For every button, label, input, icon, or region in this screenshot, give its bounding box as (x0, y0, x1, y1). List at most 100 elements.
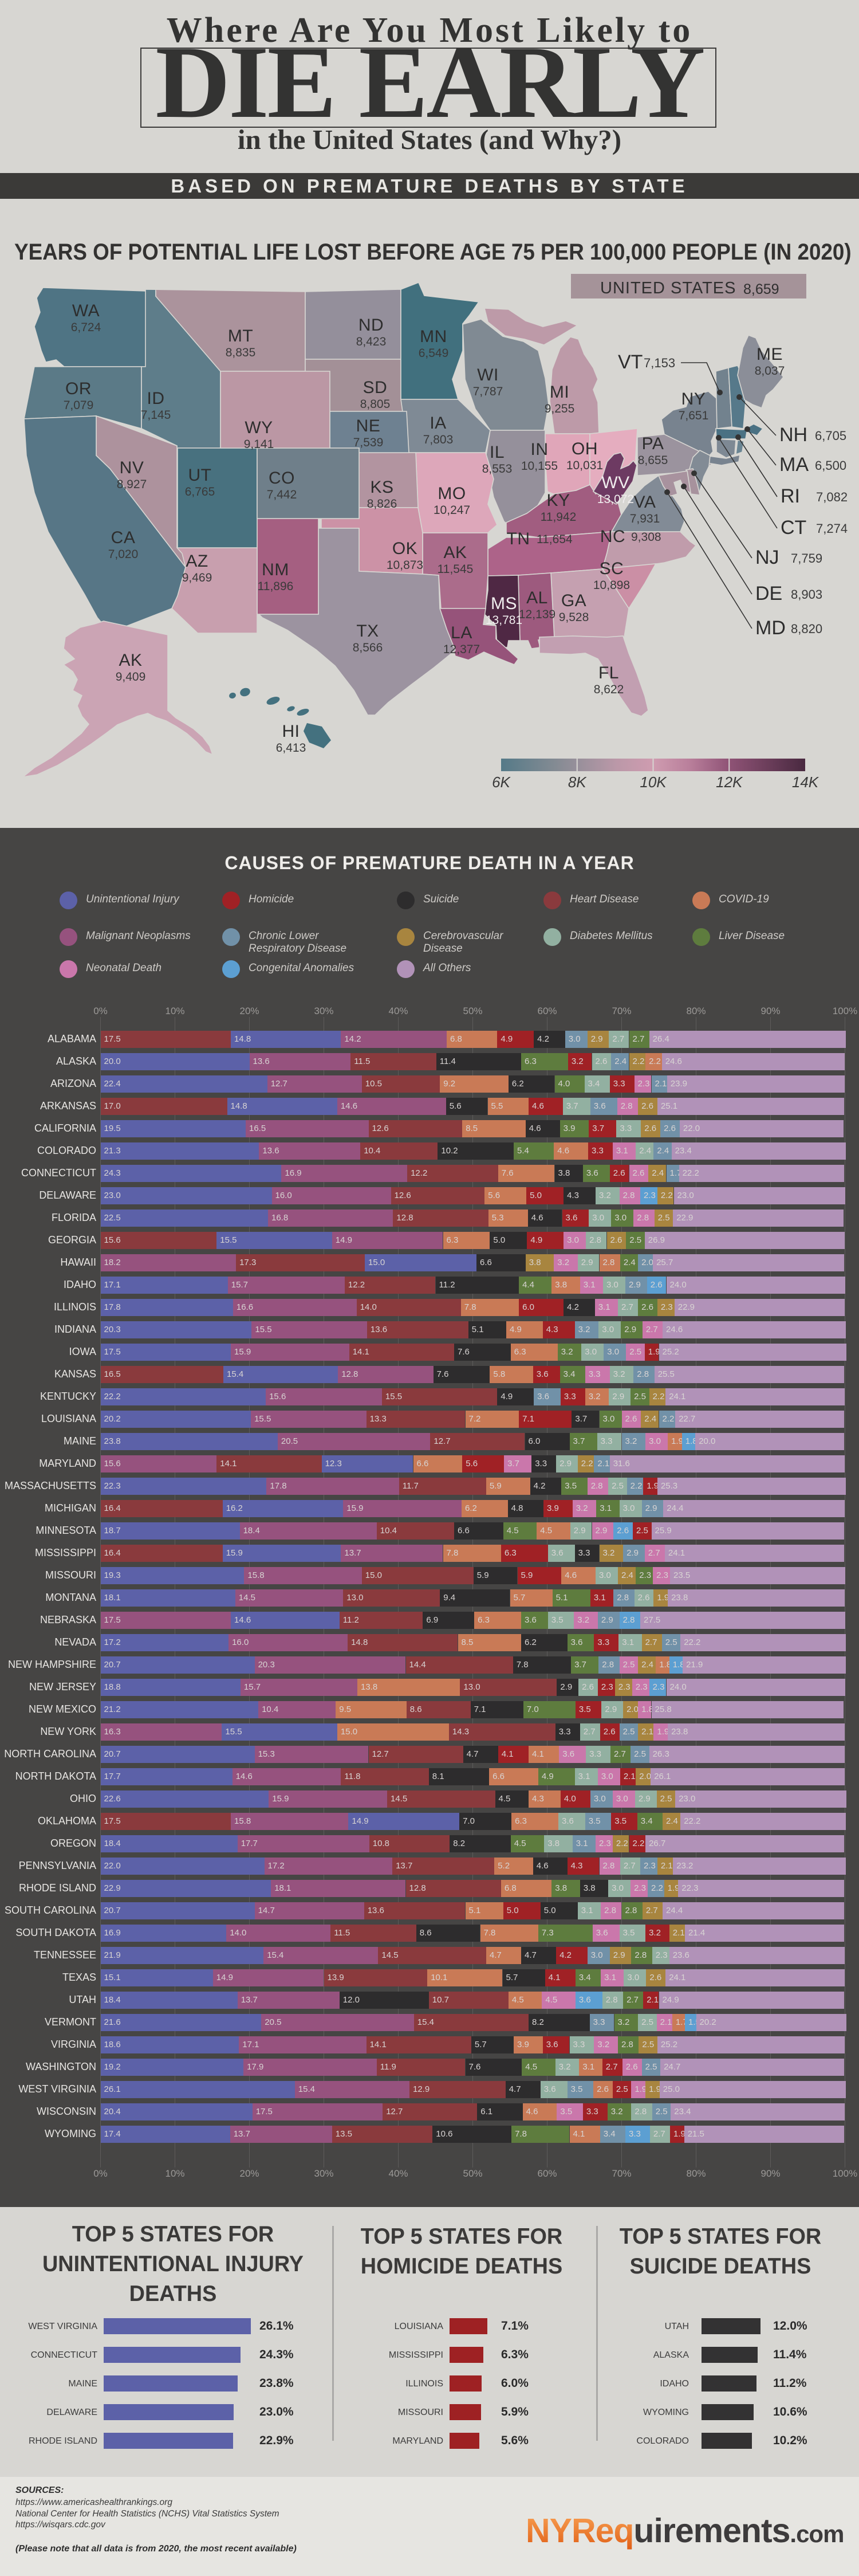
svg-text:KS: KS (370, 478, 393, 497)
svg-text:12K: 12K (716, 773, 743, 791)
svg-text:8,423: 8,423 (356, 335, 387, 348)
svg-text:6,765: 6,765 (185, 485, 215, 498)
svg-text:KY: KY (546, 491, 570, 510)
svg-text:IN: IN (531, 440, 549, 459)
svg-text:12,377: 12,377 (443, 643, 480, 656)
svg-text:7,442: 7,442 (267, 488, 297, 501)
svg-text:7,145: 7,145 (141, 409, 171, 422)
svg-text:MO: MO (438, 484, 466, 503)
svg-text:WV: WV (601, 473, 629, 492)
svg-text:6,724: 6,724 (71, 321, 101, 334)
svg-text:OH: OH (572, 439, 598, 458)
svg-text:AK: AK (443, 543, 467, 562)
svg-text:8,037: 8,037 (755, 364, 785, 378)
svg-text:FL: FL (598, 663, 619, 682)
svg-text:11,942: 11,942 (541, 511, 577, 524)
svg-text:6,413: 6,413 (276, 741, 306, 755)
svg-text:10,898: 10,898 (593, 579, 630, 592)
svg-text:8,820: 8,820 (791, 622, 822, 636)
svg-text:7,759: 7,759 (791, 551, 822, 566)
svg-text:8,553: 8,553 (482, 462, 513, 476)
svg-text:GA: GA (561, 591, 586, 610)
svg-text:9,308: 9,308 (631, 531, 661, 544)
svg-text:7,082: 7,082 (816, 490, 848, 504)
svg-text:10K: 10K (640, 773, 667, 791)
svg-text:OK: OK (392, 539, 417, 558)
svg-text:8,566: 8,566 (353, 641, 383, 654)
svg-text:VA: VA (634, 493, 656, 512)
svg-text:6,500: 6,500 (815, 458, 846, 473)
svg-text:PA: PA (642, 434, 664, 453)
svg-text:9,255: 9,255 (545, 402, 575, 415)
svg-text:WY: WY (245, 418, 273, 437)
svg-text:7,803: 7,803 (423, 433, 454, 446)
svg-text:9,528: 9,528 (559, 611, 589, 624)
svg-text:7,020: 7,020 (108, 548, 139, 561)
svg-text:9,141: 9,141 (244, 438, 274, 451)
svg-text:13,781: 13,781 (486, 614, 522, 627)
svg-text:MA: MA (779, 454, 809, 476)
svg-text:CT: CT (781, 517, 806, 539)
svg-text:MI: MI (550, 383, 569, 402)
svg-text:NJ: NJ (755, 547, 779, 568)
svg-text:8,826: 8,826 (367, 497, 397, 511)
svg-text:8,927: 8,927 (117, 478, 147, 491)
svg-text:7,153: 7,153 (644, 356, 675, 370)
svg-text:13,072: 13,072 (597, 493, 634, 506)
svg-text:ME: ME (756, 345, 783, 364)
svg-text:OR: OR (65, 379, 92, 398)
svg-text:6,549: 6,549 (419, 347, 449, 360)
svg-text:7,651: 7,651 (679, 409, 709, 422)
svg-text:SC: SC (600, 559, 624, 578)
svg-text:6,705: 6,705 (815, 429, 846, 443)
svg-text:MN: MN (420, 327, 447, 346)
svg-text:NC: NC (600, 527, 625, 546)
svg-text:8,622: 8,622 (594, 683, 624, 696)
svg-text:7,539: 7,539 (353, 436, 384, 449)
svg-text:7,079: 7,079 (64, 399, 94, 412)
svg-text:TX: TX (356, 622, 379, 641)
svg-text:11,896: 11,896 (258, 580, 294, 593)
svg-text:NY: NY (681, 390, 706, 409)
svg-text:7,931: 7,931 (630, 512, 660, 525)
svg-text:7,787: 7,787 (473, 385, 503, 398)
svg-text:LA: LA (451, 623, 472, 642)
svg-text:8K: 8K (568, 773, 587, 791)
svg-text:VT: VT (618, 351, 643, 373)
svg-text:MD: MD (755, 617, 786, 639)
svg-text:AK: AK (119, 651, 142, 670)
svg-text:ID: ID (147, 389, 165, 408)
svg-text:IA: IA (430, 414, 446, 433)
svg-text:10,873: 10,873 (387, 559, 423, 572)
svg-text:IL: IL (490, 443, 505, 462)
svg-text:NM: NM (262, 560, 289, 579)
svg-text:RI: RI (781, 485, 800, 507)
svg-text:8,835: 8,835 (226, 346, 256, 359)
svg-text:11,545: 11,545 (438, 563, 474, 576)
svg-text:9,409: 9,409 (116, 670, 146, 684)
svg-text:NE: NE (356, 417, 381, 435)
svg-text:10,155: 10,155 (521, 460, 558, 473)
svg-text:10,247: 10,247 (434, 504, 470, 517)
svg-text:7,274: 7,274 (816, 521, 848, 536)
svg-text:NH: NH (779, 424, 807, 446)
svg-text:AL: AL (526, 588, 548, 607)
svg-text:DE: DE (755, 583, 782, 604)
svg-text:8,805: 8,805 (360, 398, 391, 411)
svg-text:6K: 6K (492, 773, 511, 791)
svg-text:CO: CO (269, 469, 295, 488)
svg-text:AZ: AZ (186, 552, 208, 571)
svg-text:14K: 14K (792, 773, 819, 791)
svg-text:TN: TN (507, 529, 530, 548)
svg-text:WA: WA (72, 301, 100, 320)
svg-text:HI: HI (282, 722, 300, 741)
svg-text:WI: WI (477, 366, 499, 384)
svg-text:10,031: 10,031 (566, 459, 603, 472)
svg-text:8,903: 8,903 (791, 587, 822, 602)
svg-text:12,139: 12,139 (519, 608, 555, 621)
svg-text:UT: UT (188, 466, 212, 485)
svg-text:CA: CA (111, 528, 136, 547)
svg-text:11,654: 11,654 (537, 533, 573, 546)
svg-text:9,469: 9,469 (182, 571, 212, 584)
svg-text:NV: NV (120, 458, 144, 477)
